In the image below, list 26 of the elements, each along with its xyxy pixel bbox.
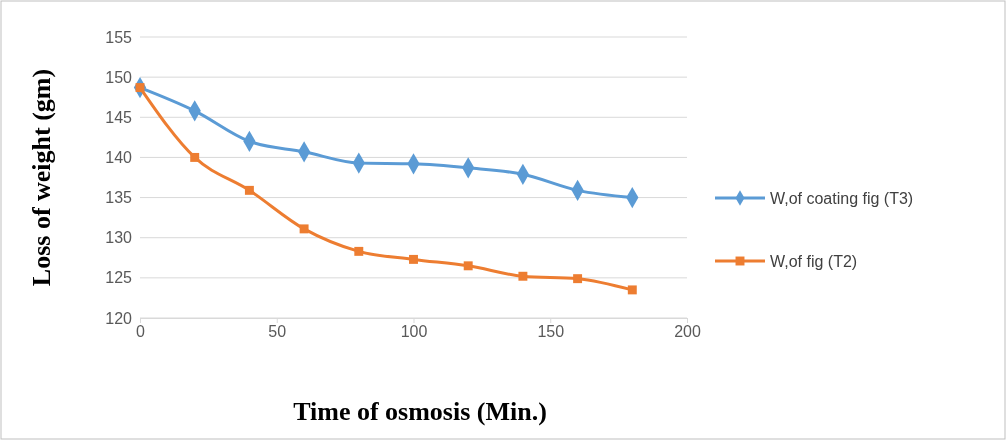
x-tick-label: 100 <box>400 323 428 341</box>
y-tick-label: 125 <box>105 269 133 287</box>
point <box>244 185 254 195</box>
y-tick-label: 135 <box>105 189 133 207</box>
y-tick-label: 145 <box>105 108 133 126</box>
legend-label: W,of fig (T2) <box>770 253 858 270</box>
x-tick-label: 150 <box>537 323 565 341</box>
point <box>409 254 418 264</box>
y-axis-title: Loss of weight (gm) <box>27 68 56 287</box>
x-tick-label: 50 <box>268 323 287 341</box>
legend-label: W,of coating fig (T3) <box>770 190 914 207</box>
x-tick-label: 0 <box>136 323 146 341</box>
x-tick-label: 200 <box>674 323 701 341</box>
point <box>354 246 364 256</box>
y-tick-label: 130 <box>105 229 133 247</box>
point <box>299 224 309 234</box>
y-tick-label: 140 <box>105 149 133 167</box>
y-tick-label: 120 <box>105 309 133 327</box>
point <box>518 271 528 281</box>
y-tick-label: 155 <box>105 28 133 46</box>
point <box>627 285 637 295</box>
point <box>190 152 200 162</box>
point <box>463 261 473 271</box>
point <box>573 274 583 284</box>
x-axis-title: Time of osmosis (Min.) <box>293 397 547 426</box>
y-tick-label: 150 <box>105 68 133 86</box>
